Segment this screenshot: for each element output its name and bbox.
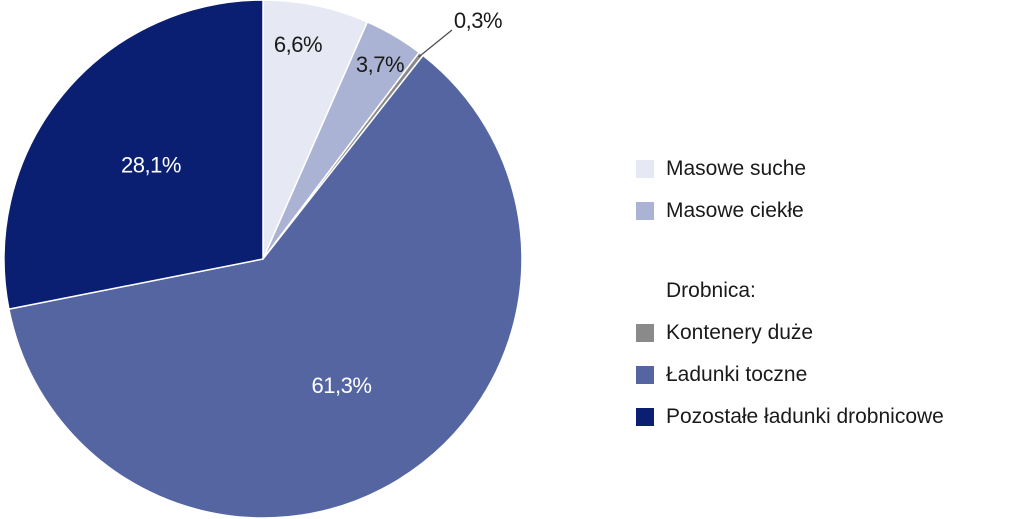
pie-slice-4 xyxy=(3,0,264,311)
legend-item-masowe-ciekle: Masowe ciekłe xyxy=(636,190,944,232)
pie-slice-0 xyxy=(262,0,369,260)
legend-item-ladunki-toczne: Ładunki toczne xyxy=(636,354,944,396)
legend-swatch-kontenery-duze xyxy=(636,324,654,342)
legend-item-masowe-suche: Masowe suche xyxy=(636,148,944,190)
data-label-0: 6,6% xyxy=(274,32,322,57)
legend-swatch-masowe-ciekle xyxy=(636,202,654,220)
legend-swatch-masowe-suche xyxy=(636,160,654,178)
legend-swatch-ladunki-toczne xyxy=(636,366,654,384)
pie-chart: 6,6% 3,7% 0,3% 61,3% 28,1% xyxy=(3,0,523,519)
legend-item-pozostale-ladunki: Pozostałe ładunki drobnicowe xyxy=(636,396,944,438)
legend-label-kontenery-duze: Kontenery duże xyxy=(666,321,814,344)
legend-label-masowe-suche: Masowe suche xyxy=(666,157,807,180)
data-label-3: 61,3% xyxy=(312,373,372,398)
leader-line-2 xyxy=(418,29,453,58)
legend-swatch-pozostale-ladunki xyxy=(636,408,654,426)
legend-item-kontenery-duze: Kontenery duże xyxy=(636,312,944,354)
legend-group-heading: Drobnica: xyxy=(666,279,756,302)
legend-label-masowe-ciekle: Masowe ciekłe xyxy=(666,199,804,222)
data-label-4: 28,1% xyxy=(121,153,181,178)
data-label-2: 0,3% xyxy=(454,8,502,33)
legend: Masowe suche Masowe ciekłe Drobnica: Kon… xyxy=(636,148,944,438)
legend-label-ladunki-toczne: Ładunki toczne xyxy=(666,363,808,386)
pie-slice-3 xyxy=(8,54,523,519)
data-label-1: 3,7% xyxy=(356,52,404,77)
legend-label-pozostale-ladunki: Pozostałe ładunki drobnicowe xyxy=(666,405,944,428)
